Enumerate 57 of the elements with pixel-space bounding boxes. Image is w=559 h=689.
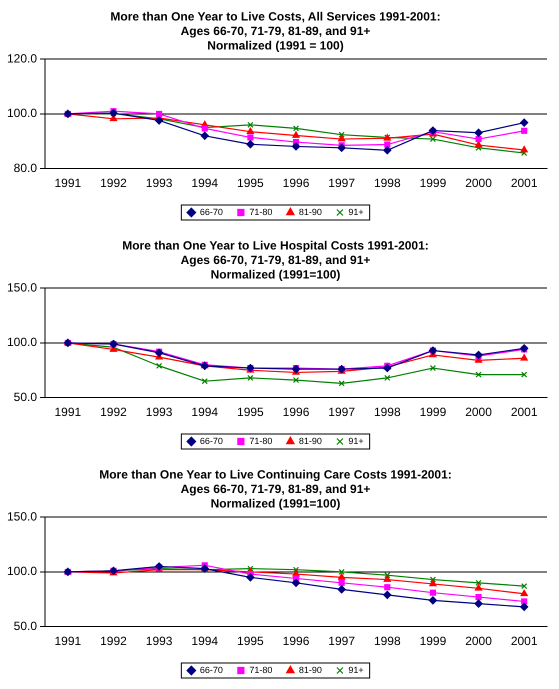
y-tick-label: 120.0: [7, 52, 38, 66]
x-tick-label: 1997: [328, 405, 356, 420]
legend-label: 91+: [348, 206, 364, 217]
chart-title: More than One Year to Live Continuing Care Costs 1991-2001: Ages 66-70, 71-79, 81-89, and 91+ Normalized (1991=100): [99, 468, 452, 510]
legend-label: 71-80: [249, 664, 272, 675]
x-tick-label: 1994: [191, 405, 218, 420]
x-tick-label: 1998: [374, 405, 401, 420]
chart-title: More than One Year to Live Hospital Costs 1991-2001: Ages 66-70, 71-79, 81-89, and 91+ Normalized (1991=100): [122, 238, 429, 282]
legend-label: 71-80: [249, 436, 272, 446]
y-tick-label: 100.0: [7, 335, 38, 350]
x-tick-label: 1999: [420, 634, 447, 648]
legend-label: 66-70: [200, 664, 223, 675]
x-tick-label: 2000: [465, 634, 492, 648]
x-tick-label: 1992: [100, 634, 128, 648]
x-tick-label: 1993: [146, 634, 173, 648]
x-tick-label: 1992: [100, 405, 128, 420]
x-tick-label: 1991: [54, 176, 82, 190]
legend-label: 81-90: [298, 436, 322, 446]
x-tick-label: 2001: [510, 634, 538, 648]
x-tick-label: 1997: [328, 176, 356, 190]
x-tick-label: 1995: [237, 634, 264, 648]
x-tick-label: 1991: [54, 634, 82, 648]
legend-label: 91+: [348, 436, 364, 446]
y-tick-label: 150.0: [7, 280, 38, 295]
legend-label: 81-90: [298, 664, 322, 675]
x-tick-label: 2000: [465, 405, 492, 420]
x-tick-label: 2000: [465, 176, 492, 190]
x-tick-label: 1994: [191, 176, 218, 190]
x-tick-label: 1998: [374, 176, 401, 190]
x-tick-label: 1996: [282, 176, 310, 190]
x-tick-label: 1992: [100, 176, 128, 190]
y-tick-label: 100.0: [7, 106, 38, 120]
x-tick-label: 1996: [282, 634, 310, 648]
x-tick-label: 2001: [510, 405, 538, 420]
x-tick-label: 1996: [282, 405, 310, 420]
legend-label: 91+: [348, 664, 364, 675]
x-tick-label: 1997: [328, 634, 356, 648]
legend-label: 66-70: [200, 206, 223, 217]
y-tick-label: 50.0: [14, 618, 38, 633]
y-tick-label: 50.0: [14, 390, 38, 404]
legend-label: 81-90: [298, 206, 322, 217]
y-tick-label: 80.0: [14, 160, 38, 175]
y-tick-label: 150.0: [7, 510, 38, 524]
x-tick-label: 1993: [146, 405, 173, 420]
legend-label: 66-70: [200, 436, 223, 446]
x-tick-label: 1993: [146, 176, 173, 190]
x-tick-label: 1991: [54, 405, 82, 420]
x-tick-label: 1998: [374, 634, 401, 648]
x-tick-label: 1994: [191, 634, 218, 648]
y-tick-label: 100.0: [7, 564, 38, 578]
x-tick-label: 1999: [420, 176, 447, 190]
chart-title: More than One Year to Live Costs, All Services 1991-2001: Ages 66-70, 71-79, 81-89, and 91+ Normalized (1991 = 100): [110, 10, 441, 52]
x-tick-label: 1999: [420, 405, 447, 420]
legend-label: 71-80: [249, 206, 272, 217]
x-tick-label: 1995: [237, 176, 264, 190]
x-tick-label: 1995: [237, 405, 264, 420]
x-tick-label: 2001: [510, 176, 538, 190]
